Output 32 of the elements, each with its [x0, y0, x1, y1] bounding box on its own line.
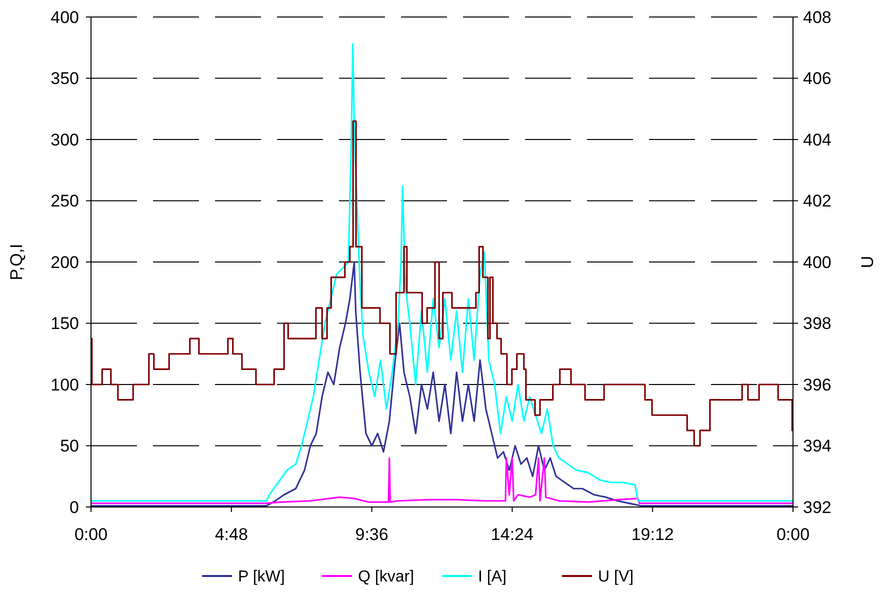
y2-tick-label: 392 — [803, 498, 832, 517]
y2-tick-label: 396 — [803, 375, 832, 394]
legend-label: Q [kvar] — [358, 568, 414, 586]
y2-tick-label: 406 — [803, 69, 832, 88]
y2-tick-label: 398 — [803, 314, 832, 334]
y2-tick-label: 404 — [803, 130, 832, 150]
line-series — [90, 43, 794, 502]
y2-tick-label: 400 — [803, 252, 832, 272]
y-tick-label: 0 — [70, 498, 79, 517]
y-tick-label: 200 — [50, 252, 79, 272]
y2-tick-label: 402 — [803, 192, 832, 211]
x-tick-label: 19:12 — [631, 525, 674, 544]
y-axis-title: P,Q,I — [7, 244, 26, 280]
x-tick-label: 9:36 — [355, 525, 388, 544]
legend-label: I [A] — [478, 568, 506, 586]
x-tick-label: 4:48 — [214, 525, 248, 544]
y-tick-label: 300 — [50, 130, 79, 150]
legend-label: U [V] — [598, 568, 634, 586]
y-tick-label: 100 — [50, 375, 79, 394]
x-tick-label: 14:24 — [490, 525, 534, 544]
y-tick-label: 50 — [60, 436, 79, 456]
y-tick-label: 250 — [50, 192, 79, 211]
y-tick-label: 150 — [50, 314, 79, 334]
y-tick-label: 350 — [50, 69, 79, 88]
x-tick-label: 0:00 — [776, 525, 810, 544]
y-tick-label: 400 — [50, 8, 79, 27]
y2-tick-label: 408 — [803, 8, 832, 27]
line-series — [90, 457, 794, 504]
legend-label: P [kW] — [238, 568, 285, 586]
y2-axis-title: U — [858, 256, 877, 268]
y2-tick-label: 394 — [803, 436, 832, 456]
x-tick-label: 0:00 — [74, 525, 108, 544]
